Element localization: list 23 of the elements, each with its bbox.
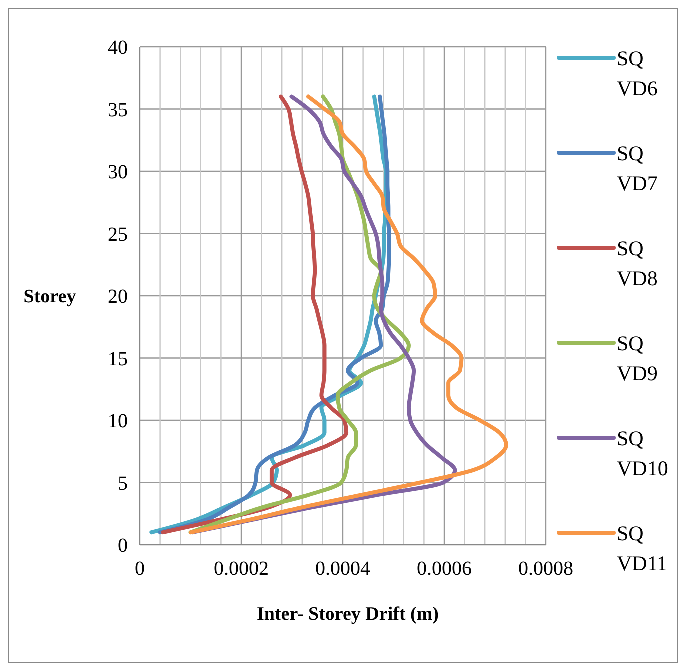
- x-tick-label: 0.0002: [214, 558, 269, 580]
- y-tick-label: 40: [108, 37, 128, 59]
- x-tick-label: 0.0006: [417, 558, 472, 580]
- y-axis-title: Storey: [24, 286, 77, 308]
- y-tick-label: 20: [108, 286, 128, 308]
- line-series: [189, 94, 508, 535]
- x-tick-label: 0.0004: [316, 558, 370, 580]
- y-tick-label: 5: [118, 472, 128, 495]
- y-tick-label: 15: [108, 348, 128, 370]
- legend-label: SQ VD10: [617, 426, 668, 480]
- legend-label: SQ VD9: [617, 331, 658, 386]
- x-axis-title: Inter- Storey Drift (m): [256, 604, 440, 625]
- legend-label: SQ VD6: [617, 46, 658, 100]
- legend-label: SQ VD7: [617, 141, 658, 196]
- legend-label: SQ VD11: [617, 521, 668, 576]
- y-tick-label: 0: [118, 535, 128, 557]
- x-tick-label: 0.0008: [518, 558, 574, 580]
- y-tick-label: 10: [108, 410, 128, 432]
- y-tick-label: 35: [108, 99, 128, 122]
- y-tick-label: 30: [108, 162, 128, 184]
- x-tick-label: 0: [135, 558, 145, 580]
- y-tick-label: 25: [108, 224, 128, 246]
- legend-label: SQ VD8: [617, 236, 658, 290]
